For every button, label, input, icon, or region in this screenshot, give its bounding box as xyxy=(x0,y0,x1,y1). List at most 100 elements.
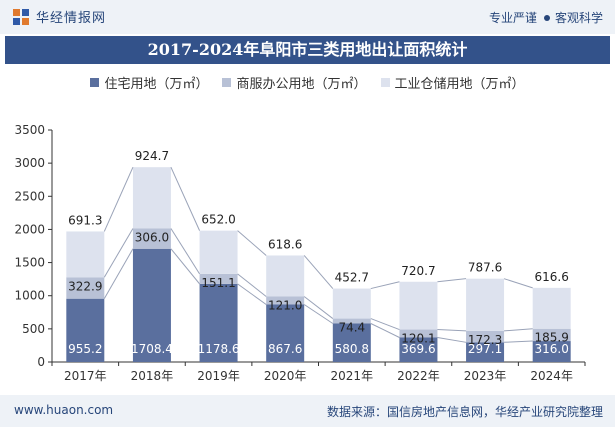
bar-segment-industrial xyxy=(66,231,105,278)
bar-segment-industrial xyxy=(266,255,305,297)
legend: 住宅用地（万㎡） 商服办公用地（万㎡） 工业仓储用地（万㎡） xyxy=(0,72,615,92)
x-tick-label: 2023年 xyxy=(464,369,507,383)
header-bar: 华经情报网 专业严谨 客观科学 xyxy=(0,0,615,34)
series-connector-line xyxy=(170,228,200,275)
y-tick-label: 500 xyxy=(22,322,45,336)
chart-title: 2017-2024年阜阳市三类用地出让面积统计 xyxy=(147,40,468,59)
series-connector-line xyxy=(503,278,533,289)
data-label: 322.9 xyxy=(68,279,102,293)
bar-segment-commercial xyxy=(66,277,105,299)
data-label: 297.1 xyxy=(468,342,502,356)
bar-segment-industrial xyxy=(332,288,371,319)
y-tick-label: 1000 xyxy=(14,289,45,303)
y-tick-label: 1500 xyxy=(14,256,45,270)
data-label: 306.0 xyxy=(135,230,169,244)
bar-segment-industrial xyxy=(466,278,505,331)
data-label: 787.6 xyxy=(468,261,502,275)
website-link[interactable]: www.huaon.com xyxy=(14,403,114,417)
data-label: 120.1 xyxy=(401,332,435,346)
y-tick-label: 0 xyxy=(37,355,45,369)
series-connector-line xyxy=(170,166,201,231)
series-connector-line xyxy=(437,337,467,343)
bar-segment-industrial xyxy=(399,281,438,330)
bar-segment-commercial xyxy=(332,318,371,324)
data-label: 691.3 xyxy=(68,213,102,227)
legend-item-industrial: 工业仓储用地（万㎡） xyxy=(380,73,525,92)
series-connector-line xyxy=(170,248,200,285)
series-connector-line xyxy=(103,166,134,232)
huajing-logo-icon xyxy=(13,8,29,25)
series-connector-line xyxy=(504,340,533,343)
x-tick-label: 2022年 xyxy=(397,369,440,383)
legend-item-commercial: 商服办公用地（万㎡） xyxy=(222,73,367,92)
series-connector-line xyxy=(103,228,134,278)
data-label: 924.7 xyxy=(135,149,169,163)
x-tick-label: 2024年 xyxy=(530,369,573,383)
bar-segment-residential xyxy=(332,323,371,362)
tagline-right: 客观科学 xyxy=(554,11,603,25)
bar-segment-residential xyxy=(199,283,238,362)
brand-name: 华经情报网 xyxy=(36,11,107,26)
data-label: 652.0 xyxy=(201,213,235,227)
series-connector-line xyxy=(370,281,400,290)
data-label: 121.0 xyxy=(268,298,302,312)
legend-swatch-commercial xyxy=(222,77,232,87)
data-label: 74.4 xyxy=(338,321,365,335)
x-tick-label: 2018年 xyxy=(131,369,174,383)
series-connector-line xyxy=(103,248,134,299)
data-label: 452.7 xyxy=(335,271,369,285)
legend-swatch-industrial xyxy=(380,77,390,87)
data-label: 185.9 xyxy=(535,331,569,345)
title-bar: 2017-2024年阜阳市三类用地出让面积统计 xyxy=(5,36,610,64)
series-connector-line xyxy=(370,323,400,338)
series-connector-line xyxy=(237,273,267,297)
legend-item-residential: 住宅用地（万㎡） xyxy=(90,73,208,92)
x-tick-label: 2020年 xyxy=(264,369,307,383)
bar-segment-residential xyxy=(532,341,571,362)
data-label: 580.8 xyxy=(335,342,369,356)
tagline: 专业严谨 客观科学 xyxy=(489,9,603,26)
series-connector-line xyxy=(303,255,334,289)
bar-segment-commercial xyxy=(532,328,571,342)
series-connector-line xyxy=(437,329,467,332)
data-label: 369.6 xyxy=(401,342,435,356)
legend-swatch-residential xyxy=(90,77,100,87)
bar-segment-commercial xyxy=(132,228,171,249)
bar-segment-commercial xyxy=(466,330,505,343)
logo: 华经情报网 xyxy=(12,7,106,26)
y-tick-label: 2500 xyxy=(14,189,45,203)
bar-segment-commercial xyxy=(399,329,438,338)
data-label: 720.7 xyxy=(401,264,435,278)
footer-bar: www.huaon.com 数据来源：国信房地产信息网，华经产业研究院整理 xyxy=(0,395,615,427)
bar-segment-residential xyxy=(466,342,505,362)
y-tick-label: 3500 xyxy=(14,123,45,137)
legend-label-commercial: 商服办公用地（万㎡） xyxy=(236,76,367,92)
bar-segment-residential xyxy=(66,298,105,362)
data-label: 618.6 xyxy=(268,237,302,251)
tagline-left: 专业严谨 xyxy=(488,11,537,25)
bar-segment-residential xyxy=(132,248,171,362)
bar-segment-residential xyxy=(266,304,305,362)
data-label: 1708.4 xyxy=(131,342,173,356)
x-tick-label: 2017年 xyxy=(64,369,107,383)
data-label: 1178.6 xyxy=(198,342,240,356)
series-connector-line xyxy=(370,318,400,331)
bar-segment-industrial xyxy=(199,230,238,274)
y-tick-label: 2000 xyxy=(14,222,45,236)
bar-segment-industrial xyxy=(132,167,171,229)
x-tick-label: 2021年 xyxy=(331,369,374,383)
data-label: 867.6 xyxy=(268,342,302,356)
series-connector-line xyxy=(504,328,533,332)
bar-segment-residential xyxy=(399,337,438,362)
series-connector-line xyxy=(303,304,334,324)
series-connector-line xyxy=(437,278,467,283)
x-tick-label: 2019年 xyxy=(197,369,240,383)
legend-label-industrial: 工业仓储用地（万㎡） xyxy=(394,76,525,92)
data-label: 151.1 xyxy=(201,276,235,290)
data-source: 数据来源：国信房地产信息网，华经产业研究院整理 xyxy=(326,405,603,419)
data-label: 616.6 xyxy=(535,270,569,284)
series-connector-line xyxy=(237,283,267,305)
bar-segment-industrial xyxy=(532,287,571,329)
